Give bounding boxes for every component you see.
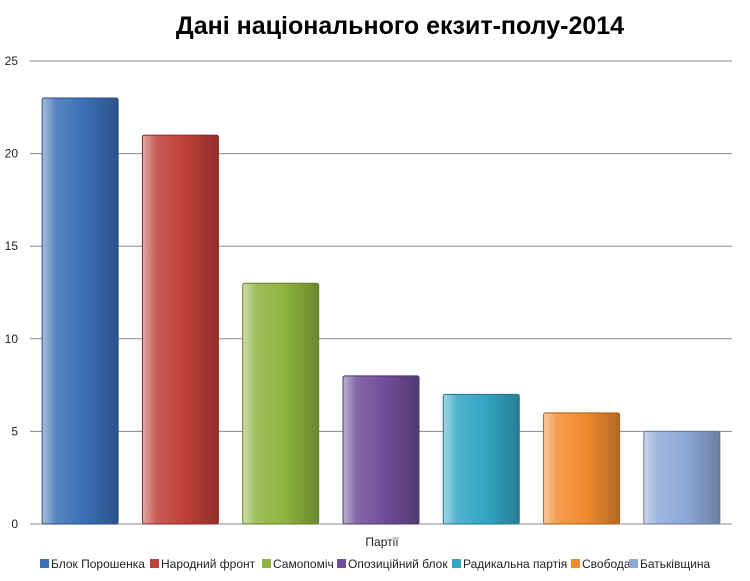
legend-swatch xyxy=(337,559,346,568)
legend-swatch xyxy=(571,559,580,568)
y-tick-label: 5 xyxy=(11,424,18,438)
x-axis-label: Партії xyxy=(365,535,399,549)
legend-label: Блок Порошенка xyxy=(51,557,145,571)
bar xyxy=(342,375,420,525)
legend: Блок Порошенка Народний фронт Самопоміч Опо… xyxy=(40,557,711,571)
y-axis: 0 5 10 15 20 25 xyxy=(5,54,19,531)
legend-label: Народний фронт xyxy=(161,557,256,571)
y-tick-label: 10 xyxy=(5,332,19,346)
legend-swatch xyxy=(40,559,49,568)
legend-swatch xyxy=(262,559,271,568)
bar xyxy=(543,412,621,525)
legend-swatch xyxy=(629,559,638,568)
y-tick-label: 0 xyxy=(11,517,18,531)
legend-label: Самопоміч xyxy=(273,557,334,571)
legend-label: Свобода xyxy=(582,557,631,571)
bar xyxy=(242,282,320,525)
y-tick-label: 25 xyxy=(5,54,19,68)
legend-swatch xyxy=(150,559,159,568)
legend-label: Радикальна партія xyxy=(463,557,567,571)
legend-swatch xyxy=(452,559,461,568)
legend-label: Опозиційний блок xyxy=(348,557,448,571)
bar xyxy=(141,134,219,525)
bar xyxy=(442,393,520,525)
bar xyxy=(41,97,119,525)
y-tick-label: 20 xyxy=(5,147,19,161)
y-tick-label: 15 xyxy=(5,239,19,253)
bars xyxy=(41,97,721,525)
legend-label: Батьківщина xyxy=(640,557,711,571)
chart-title: Дані національного екзит-полу-2014 xyxy=(175,12,625,40)
bar xyxy=(643,430,721,525)
